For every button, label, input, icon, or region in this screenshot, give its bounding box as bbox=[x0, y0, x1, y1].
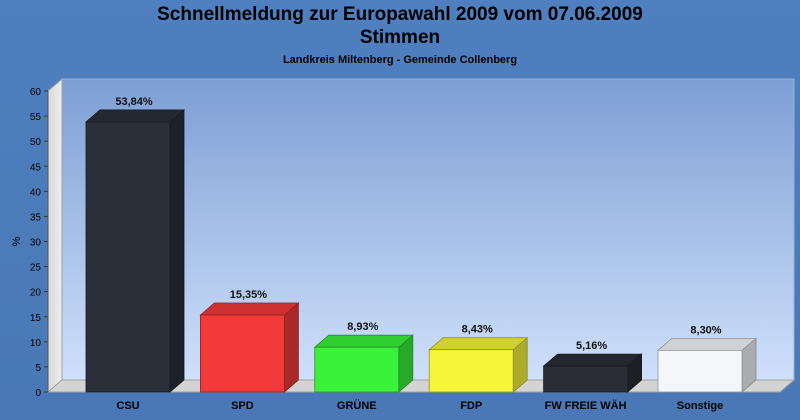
y-tick-label: 10 bbox=[30, 338, 42, 349]
data-label: 53,84% bbox=[115, 96, 153, 108]
x-tick-label: FW FREIE WÄH bbox=[545, 399, 627, 412]
bar-side bbox=[169, 109, 185, 393]
bar-top bbox=[199, 302, 300, 316]
y-tick-label: 20 bbox=[30, 288, 42, 299]
y-tick-label: 0 bbox=[35, 388, 41, 399]
y-tick-label: 40 bbox=[30, 187, 42, 198]
bar: 53,84% bbox=[84, 96, 186, 393]
x-tick-label: Sonstige bbox=[677, 400, 723, 412]
bar: 15,35% bbox=[199, 289, 300, 393]
data-label: 8,43% bbox=[462, 324, 493, 336]
x-tick-label: FDP bbox=[460, 400, 482, 412]
y-tick-label: 15 bbox=[30, 313, 42, 324]
bar-front bbox=[85, 121, 171, 393]
data-label: 8,30% bbox=[690, 324, 721, 336]
bar-top bbox=[542, 353, 643, 367]
y-tick-label: 60 bbox=[30, 87, 42, 98]
bar: 8,43% bbox=[428, 324, 529, 393]
left-wall bbox=[47, 77, 63, 394]
chart-subtitle: Stimmen bbox=[359, 27, 441, 48]
y-tick-label: 5 bbox=[35, 363, 41, 374]
data-label: 15,35% bbox=[230, 289, 268, 301]
y-tick-label: 55 bbox=[30, 112, 42, 123]
y-tick-label: 35 bbox=[30, 212, 42, 223]
bar: 8,30% bbox=[656, 324, 758, 393]
bar-front bbox=[543, 365, 628, 393]
x-tick-label: GRÜNE bbox=[337, 399, 377, 412]
bar-top bbox=[656, 337, 758, 351]
bar-front bbox=[657, 349, 743, 393]
y-tick-label: 45 bbox=[30, 162, 42, 173]
x-tick-label: SPD bbox=[231, 400, 254, 412]
data-label: 8,93% bbox=[347, 321, 378, 333]
y-tick-label: 50 bbox=[30, 137, 42, 148]
chart-title: Schnellmeldung zur Europawahl 2009 vom 0… bbox=[157, 4, 643, 25]
x-tick-label: CSU bbox=[116, 400, 139, 412]
bar-side bbox=[283, 302, 299, 393]
bar-top bbox=[313, 334, 414, 348]
bar-top bbox=[428, 337, 529, 351]
bar-front bbox=[314, 346, 400, 393]
y-tick-label: 30 bbox=[30, 238, 42, 249]
y-tick-label: 25 bbox=[30, 263, 42, 274]
chart-caption: Landkreis Miltenberg - Gemeinde Collenbe… bbox=[282, 54, 518, 66]
bar: 8,93% bbox=[313, 321, 414, 393]
bar: 5,16% bbox=[542, 340, 643, 393]
y-axis-label: % bbox=[11, 236, 23, 246]
bar-top bbox=[84, 109, 186, 123]
bar-front bbox=[428, 349, 514, 393]
data-label: 5,16% bbox=[576, 340, 607, 352]
bar-front bbox=[199, 314, 285, 393]
